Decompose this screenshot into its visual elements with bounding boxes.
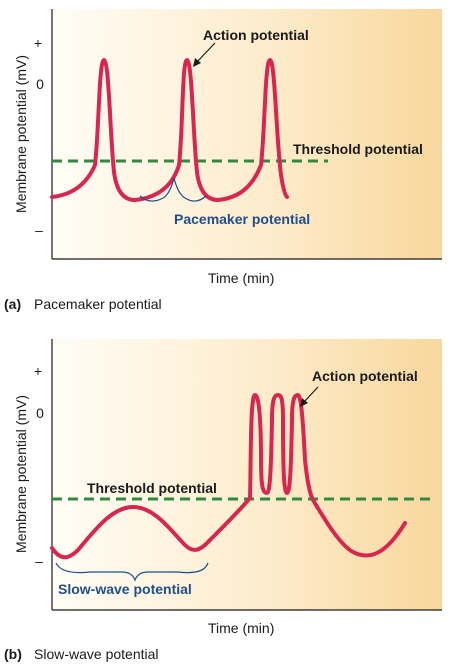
action-arrow-b: [302, 386, 319, 404]
action-arrowhead-a: [193, 58, 201, 67]
action-potential-label-a: Action potential: [203, 27, 309, 43]
pacemaker-bracket: [139, 177, 207, 202]
plot-area-b: [52, 339, 442, 610]
y-axis-label-b: Membrane potential (mV): [13, 395, 29, 553]
tick-plus-a: +: [34, 35, 42, 51]
action-arrowhead-b: [300, 398, 308, 407]
tick-zero-b: 0: [36, 405, 44, 421]
slow-wave-trace: [50, 393, 407, 560]
y-axis-label-a: Membrane potential (mV): [13, 55, 29, 213]
plot-area-a: [52, 9, 442, 259]
caption-text-a: Pacemaker potential: [34, 296, 162, 312]
threshold-label-a: Threshold potential: [293, 141, 423, 157]
slow-wave-bracket: [55, 562, 209, 582]
tick-plus-b: +: [34, 363, 42, 379]
caption-letter-a: (a): [4, 296, 21, 312]
caption-text-b: Slow-wave potential: [34, 646, 159, 662]
tick-zero-a: 0: [36, 76, 44, 92]
x-axis-label-b: Time (min): [208, 620, 274, 636]
panel-b: Membrane potential (mV) + 0 – Action pot…: [4, 339, 442, 662]
pacemaker-trace: [50, 58, 289, 202]
threshold-label-b: Threshold potential: [87, 480, 217, 496]
slow-wave-label: Slow-wave potential: [58, 581, 192, 597]
tick-minus-a: –: [35, 222, 43, 238]
tick-minus-b: –: [35, 553, 43, 569]
action-arrow-a: [195, 42, 216, 64]
pacemaker-label: Pacemaker potential: [174, 211, 310, 227]
action-potential-label-b: Action potential: [312, 368, 418, 384]
panel-a: Membrane potential (mV) + 0 – Action pot…: [4, 9, 442, 312]
x-axis-label-a: Time (min): [208, 270, 274, 286]
caption-letter-b: (b): [4, 646, 22, 662]
